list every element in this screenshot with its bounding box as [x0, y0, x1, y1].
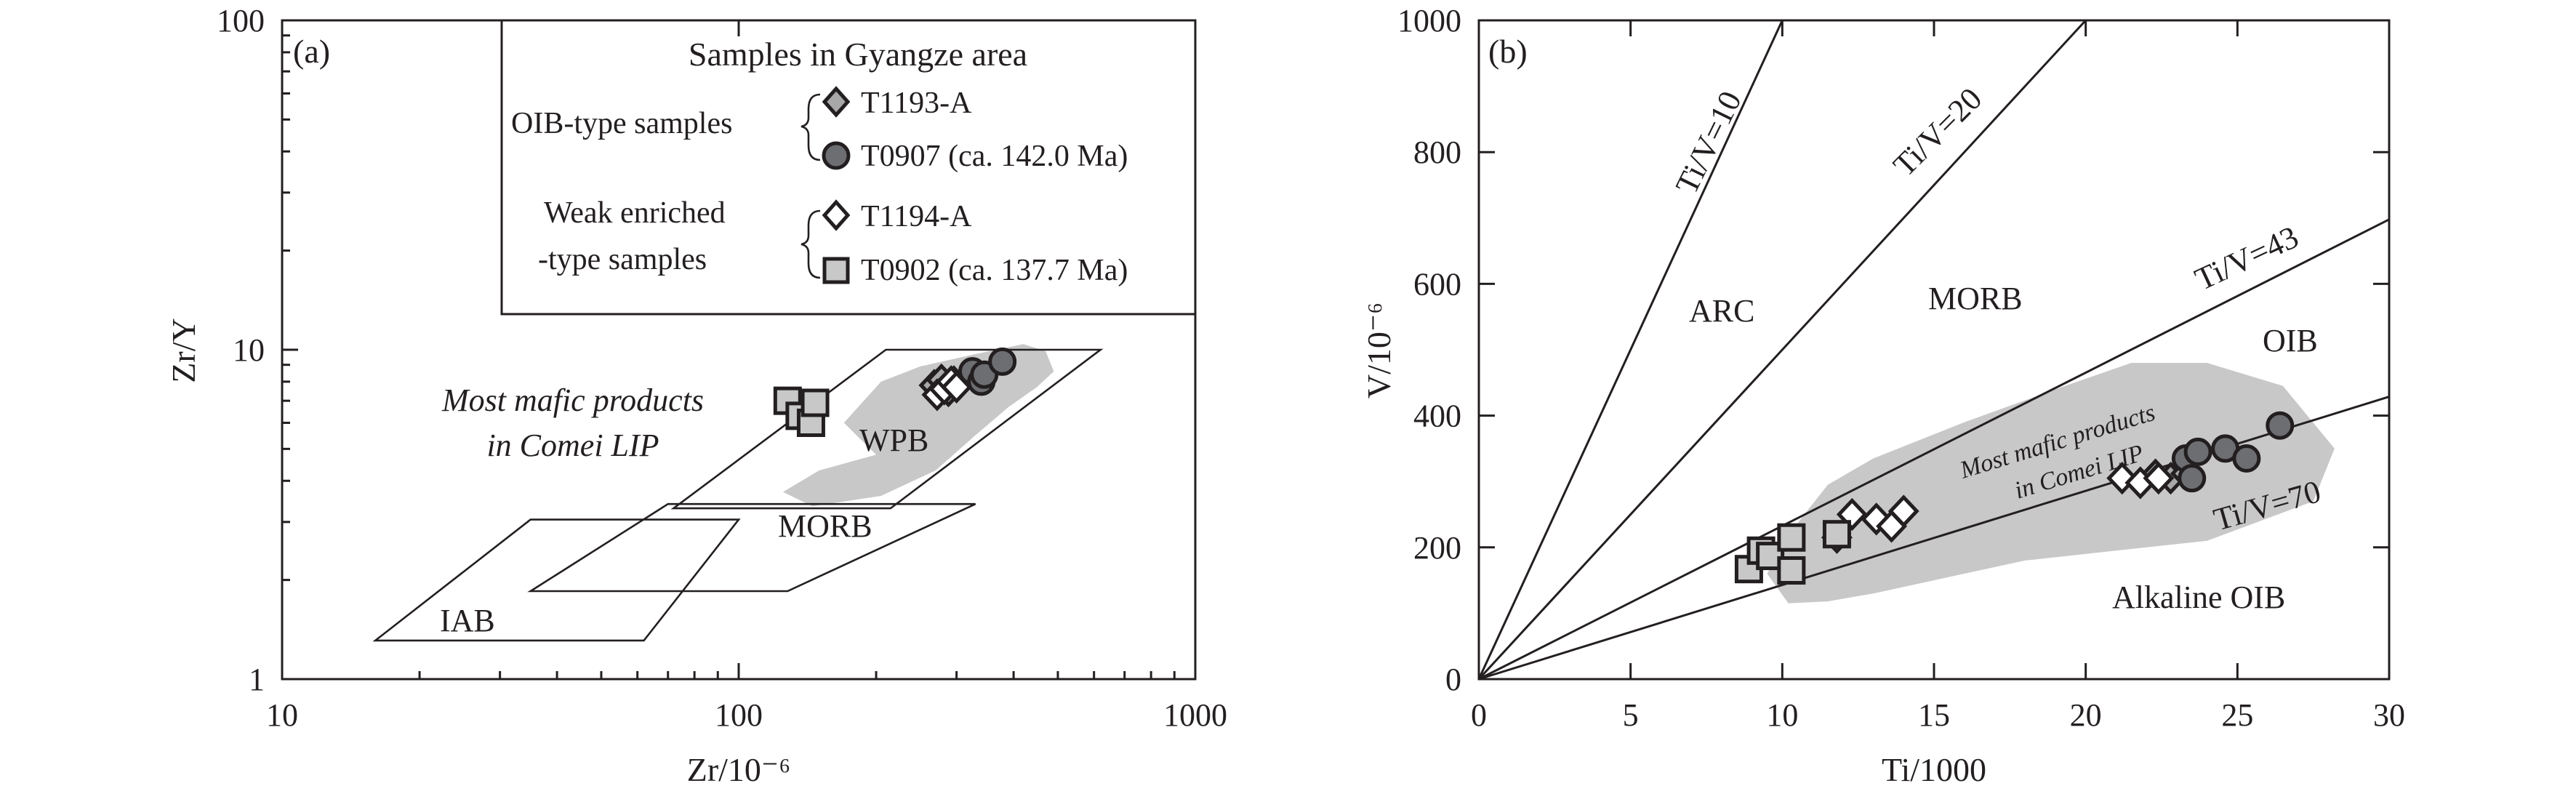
legend: Samples in Gyangze area OIB-type samples…: [500, 19, 1197, 316]
x-axis-label-a: Zr/10⁻⁶: [687, 751, 791, 788]
alkaline-oib-label: Alkaline OIB: [2112, 580, 2285, 615]
x-tick-label-b-0: 0: [1471, 697, 1487, 733]
x-tick-label-a-0: 10: [266, 697, 298, 733]
x-tick-label-a-1: 100: [715, 697, 763, 733]
x-tick-label-b-3: 15: [1918, 697, 1950, 733]
point-b-t1194-a-7: [2143, 462, 2175, 495]
wpb-label: WPB: [859, 422, 928, 458]
x-tick-label-a-2: 1000: [1163, 697, 1227, 733]
legend-entry-t1194a: T1194-A: [861, 200, 972, 233]
y-axis-label-b: V/10⁻⁶: [1360, 302, 1397, 398]
x-tick-label-b-5: 25: [2221, 697, 2253, 733]
x-tick-label-b-1: 5: [1623, 697, 1639, 733]
y-tick-label-a-0: 1: [249, 662, 265, 697]
point-b-t0902-ca-137-7-ma-3: [1777, 523, 1806, 552]
oib-label: OIB: [2263, 323, 2318, 358]
panel-label-b: (b): [1488, 33, 1528, 70]
legend-brace-oib: [801, 93, 821, 161]
legend-circle-marker: [822, 141, 851, 170]
morb-label-a: MORB: [778, 508, 872, 544]
y-axis-label-a: Zr/Y: [165, 318, 202, 382]
ref-line-ti-v-43: [1478, 218, 2390, 681]
x-tick-label-b-2: 10: [1766, 697, 1798, 733]
wpb-field: [670, 348, 1104, 510]
arc-label: ARC: [1689, 293, 1754, 329]
legend-square-marker: [822, 257, 850, 284]
point-b-t0902-ca-137-7-ma-4: [1777, 556, 1806, 585]
panel-label-a: (a): [293, 33, 330, 70]
ref-line-ti-v-20: [1477, 19, 2087, 681]
legend-entry-t0902: T0902 (ca. 137.7 Ma): [861, 254, 1128, 287]
y-tick-label-a-2: 100: [217, 3, 265, 39]
comei-lip-field-b: [1767, 363, 2335, 603]
iab-label: IAB: [440, 603, 495, 638]
comei-lip-label-a-line1: Most mafic products: [441, 382, 704, 418]
legend-brace-weak: [801, 209, 821, 279]
morb-label-b: MORB: [1928, 281, 2023, 316]
point-b-t0907-ca-142-0-ma-5: [2266, 411, 2295, 440]
legend-entry-t0907: T0907 (ca. 142.0 Ma): [861, 140, 1128, 173]
legend-diamond-white-marker: [822, 199, 851, 231]
ti-v-20-label: Ti/V=20: [1886, 81, 1989, 183]
iab-field: [372, 518, 741, 642]
x-axis-label-b: Ti/1000: [1882, 751, 1986, 788]
y-tick-label-b-2: 400: [1413, 398, 1461, 434]
x-tick-label-b-4: 20: [2070, 697, 2102, 733]
point-b-t1194-a-4: [1887, 494, 1919, 528]
legend-title: Samples in Gyangze area: [689, 36, 1027, 73]
ti-v-reference-lines: [1477, 19, 2390, 681]
morb-field: [527, 502, 976, 593]
point-a-t0902-ca-137-7-ma-3: [801, 388, 830, 417]
point-b-t0902-ca-137-7-ma-5: [1822, 520, 1851, 549]
ref-line-ti-v-10: [1477, 20, 1783, 680]
legend-entry-t1193a: T1193-A: [861, 87, 972, 120]
panel-b-ticks: 0 5 10 15 20 25 30 0 200 400 600 800 1000: [1397, 3, 2405, 733]
legend-group-oib-label: OIB-type samples: [511, 107, 732, 140]
legend-box: [500, 19, 1197, 316]
ti-v-43-label: Ti/V=43: [2190, 219, 2304, 297]
legend-diamond-grey-marker: [822, 86, 851, 118]
ti-v-10-label: Ti/V=10: [1669, 86, 1749, 200]
y-tick-label-b-5: 1000: [1397, 3, 1461, 39]
panel-b: 0 5 10 15 20 25 30 0 200 400 600 800 1000 (b) Ti/V=1…: [1360, 3, 2405, 788]
point-a-t1194-a-3: [941, 370, 973, 404]
y-tick-label-b-4: 800: [1413, 135, 1461, 170]
panel-a-points: [773, 347, 1017, 437]
point-b-t0907-ca-142-0-ma-1: [2178, 464, 2207, 493]
panel-b-points: [1734, 411, 2295, 585]
y-tick-label-a-1: 10: [233, 332, 265, 368]
legend-group-weak-label-line2: -type samples: [538, 243, 707, 276]
legend-group-weak-label-line1: Weak enriched: [544, 196, 726, 230]
x-tick-label-b-6: 30: [2373, 697, 2405, 733]
point-b-t0907-ca-142-0-ma-2: [2183, 437, 2212, 466]
point-b-t0907-ca-142-0-ma-4: [2232, 444, 2261, 473]
comei-lip-label-a-line2: in Comei LIP: [486, 428, 659, 463]
y-tick-label-b-3: 600: [1413, 266, 1461, 302]
y-tick-label-b-1: 200: [1413, 530, 1461, 566]
point-a-t0907-ca-142-0-ma-3: [988, 347, 1017, 376]
y-tick-label-b-0: 0: [1445, 662, 1461, 697]
